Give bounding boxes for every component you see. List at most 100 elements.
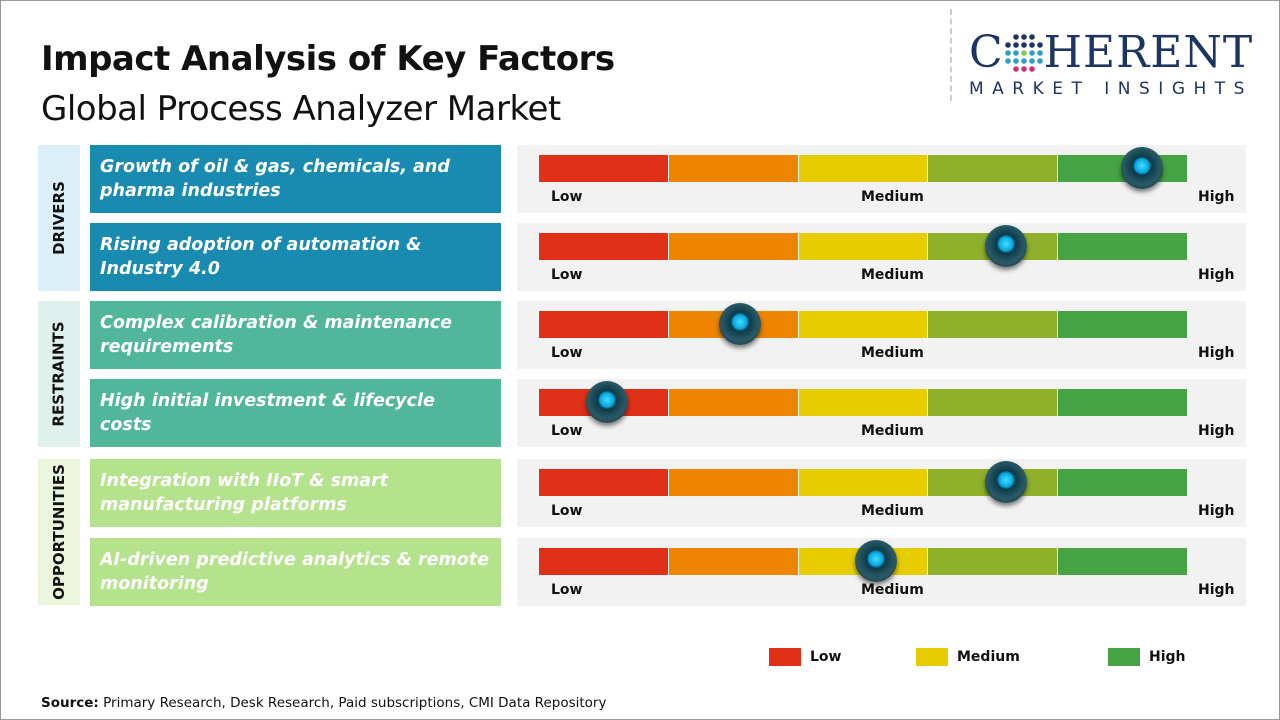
gauge-segment: [1058, 469, 1187, 496]
scale-medium-label: Medium: [861, 582, 924, 598]
logo-dot: [1020, 58, 1027, 64]
scale-medium-label: Medium: [861, 345, 924, 361]
impact-indicator-knob: [1120, 147, 1163, 189]
legend-low: Low: [769, 648, 841, 666]
gauge-segment: [798, 233, 929, 260]
logo-dot: [1020, 66, 1027, 72]
impact-gauge: Low Medium High: [517, 459, 1246, 527]
factor-label: Integration with IIoT & smart manufactur…: [100, 471, 389, 515]
gauge-segment: [798, 469, 929, 496]
divider: [950, 9, 952, 101]
source-note: Source: Primary Research, Desk Research,…: [41, 695, 606, 711]
gauge-bar: [539, 155, 1187, 182]
logo-letter: C: [969, 27, 1004, 78]
page-subtitle: Global Process Analyzer Market: [41, 89, 561, 129]
scale-medium-label: Medium: [861, 189, 924, 205]
source-text: Primary Research, Desk Research, Paid su…: [98, 695, 607, 711]
scale-medium-label: Medium: [861, 503, 924, 519]
impact-gauge: Low Medium High: [517, 379, 1246, 447]
logo-dot: [1012, 34, 1019, 40]
gauge-segment: [668, 548, 799, 575]
scale-high-label: High: [1198, 189, 1235, 205]
category-label: OPPORTUNITIES: [50, 464, 68, 600]
logo-dot: [1036, 50, 1043, 56]
factor-label: Rising adoption of automation & Industry…: [100, 235, 422, 279]
category-label: DRIVERS: [50, 181, 69, 255]
gauge-segment: [1058, 311, 1187, 338]
gauge-segment: [539, 311, 669, 338]
gauge-segment: [1058, 233, 1187, 260]
legend-high: High: [1108, 648, 1186, 666]
gauge-segment: [798, 389, 929, 416]
logo-dot: [1012, 66, 1019, 72]
impact-gauge: Low Medium High: [517, 145, 1246, 213]
globe-icon: [1004, 34, 1043, 72]
impact-indicator-knob: [854, 540, 897, 582]
scale-low-label: Low: [551, 267, 583, 283]
factor-label: AI-driven predictive analytics & remote …: [100, 550, 490, 594]
gauge-segment: [1058, 548, 1187, 575]
logo-dot: [1020, 50, 1027, 56]
scale-medium-label: Medium: [861, 267, 924, 283]
legend-medium: Medium: [916, 648, 1020, 666]
scale-high-label: High: [1198, 503, 1235, 519]
category-drivers: DRIVERS: [38, 145, 80, 291]
impact-indicator-knob: [718, 303, 761, 345]
gauge-segment: [539, 155, 669, 182]
scale-high-label: High: [1198, 423, 1235, 439]
page-title: Impact Analysis of Key Factors: [41, 39, 615, 79]
scale-high-label: High: [1198, 582, 1235, 598]
category-restraints: RESTRAINTS: [38, 301, 80, 447]
logo-dot: [1004, 42, 1011, 48]
factor-row: Rising adoption of automation & Industry…: [90, 223, 501, 291]
factor-row: AI-driven predictive analytics & remote …: [90, 538, 501, 606]
logo-dot: [1028, 42, 1035, 48]
legend-swatch: [916, 648, 948, 666]
factor-row: Integration with IIoT & smart manufactur…: [90, 459, 501, 527]
gauge-bar: [539, 389, 1187, 416]
gauge-segment: [798, 311, 929, 338]
gauge-segment: [539, 233, 669, 260]
logo-dot: [1004, 58, 1011, 64]
category-opportunities: OPPORTUNITIES: [38, 459, 80, 605]
gauge-bar: [539, 311, 1187, 338]
scale-low-label: Low: [551, 345, 583, 361]
source-label: Source:: [41, 695, 99, 711]
gauge-segment: [928, 389, 1059, 416]
gauge-segment: [668, 155, 799, 182]
impact-gauge: Low Medium High: [517, 538, 1246, 606]
logo-dot: [1020, 34, 1027, 40]
gauge-segment: [928, 311, 1059, 338]
gauge-segment: [928, 155, 1059, 182]
factor-row: Complex calibration & maintenance requir…: [90, 301, 501, 369]
gauge-bar: [539, 469, 1187, 496]
logo-text: HERENT: [1043, 27, 1254, 78]
legend-label: Medium: [957, 649, 1020, 665]
logo-dot: [1036, 42, 1043, 48]
gauge-segment: [668, 233, 799, 260]
legend-label: High: [1149, 649, 1186, 665]
gauge-segment: [798, 155, 929, 182]
logo-dot: [1012, 42, 1019, 48]
logo-dot: [1020, 42, 1027, 48]
scale-low-label: Low: [551, 503, 583, 519]
legend-swatch: [1108, 648, 1140, 666]
logo-dot: [1028, 66, 1035, 72]
scale-low-label: Low: [551, 423, 583, 439]
factor-label: Growth of oil & gas, chemicals, and phar…: [100, 157, 450, 201]
scale-medium-label: Medium: [861, 423, 924, 439]
factor-row: High initial investment & lifecycle cost…: [90, 379, 501, 447]
impact-indicator-knob: [984, 461, 1027, 503]
impact-gauge: Low Medium High: [517, 301, 1246, 369]
factor-row: Growth of oil & gas, chemicals, and phar…: [90, 145, 501, 213]
logo-dot: [1028, 58, 1035, 64]
gauge-segment: [668, 469, 799, 496]
gauge-segment: [539, 469, 669, 496]
factor-label: High initial investment & lifecycle cost…: [100, 391, 435, 435]
impact-indicator-knob: [586, 381, 629, 423]
logo-dot: [1012, 58, 1019, 64]
logo-dot: [1028, 34, 1035, 40]
company-logo: C HERENT MARKET INSIGHTS: [969, 27, 1264, 100]
legend-swatch: [769, 648, 801, 666]
factor-label: Complex calibration & maintenance requir…: [100, 313, 453, 357]
